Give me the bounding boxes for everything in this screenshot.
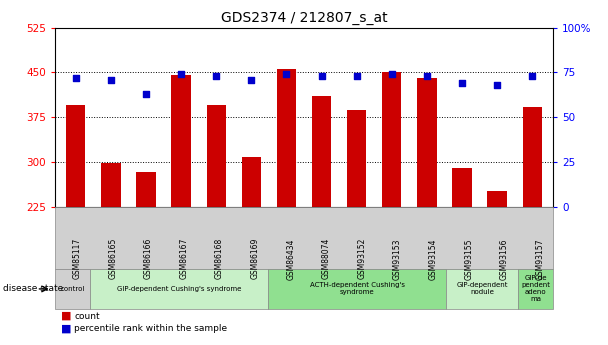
Point (422, 73, 432, 79)
Point (352, 73, 362, 79)
Text: ■: ■ (61, 311, 71, 321)
Text: GSM93154: GSM93154 (429, 238, 438, 279)
Point (212, 73, 221, 79)
Text: GIP-dependent Cushing's syndrome: GIP-dependent Cushing's syndrome (117, 286, 241, 292)
Point (317, 73, 326, 79)
Bar (312, 96, 331, 207)
Text: percentile rank within the sample: percentile rank within the sample (74, 324, 227, 333)
Text: control: control (60, 286, 85, 292)
Text: GSM86167: GSM86167 (179, 238, 188, 279)
Text: GSM93156: GSM93156 (500, 238, 509, 279)
Point (527, 73, 537, 79)
Text: GSM86434: GSM86434 (286, 238, 295, 279)
Text: disease state: disease state (3, 284, 63, 294)
Text: ■: ■ (61, 323, 71, 333)
Bar (171, 76, 191, 207)
Bar (488, 191, 506, 207)
Bar (66, 105, 86, 207)
Text: GSM93157: GSM93157 (536, 238, 545, 279)
Point (492, 82, 502, 88)
Text: GIP-de
pendent
adeno
ma: GIP-de pendent adeno ma (521, 275, 550, 303)
Text: GSM86169: GSM86169 (250, 238, 260, 279)
Bar (102, 163, 120, 207)
Point (71, 75, 81, 81)
Point (387, 71, 396, 77)
Text: count: count (74, 312, 100, 321)
Bar (241, 157, 261, 207)
Title: GDS2374 / 212807_s_at: GDS2374 / 212807_s_at (221, 11, 387, 25)
Text: GSM93153: GSM93153 (393, 238, 402, 279)
Bar (382, 72, 401, 207)
Bar (136, 172, 156, 207)
Text: GIP-dependent
nodule: GIP-dependent nodule (457, 283, 508, 295)
Text: GSM88074: GSM88074 (322, 238, 331, 279)
Text: GSM93152: GSM93152 (358, 238, 367, 279)
Text: GSM86166: GSM86166 (143, 238, 153, 279)
Bar (452, 168, 472, 207)
Text: GSM93155: GSM93155 (465, 238, 473, 279)
Point (176, 71, 186, 77)
Point (246, 77, 256, 82)
Bar (207, 105, 226, 207)
Bar (522, 107, 542, 207)
Text: ACTH-dependent Cushing's
syndrome: ACTH-dependent Cushing's syndrome (310, 283, 405, 295)
Point (457, 80, 467, 86)
Bar (277, 69, 296, 207)
Text: GSM85117: GSM85117 (72, 238, 81, 279)
Text: GSM86168: GSM86168 (215, 238, 224, 279)
Text: GSM86165: GSM86165 (108, 238, 117, 279)
Point (282, 71, 291, 77)
Point (106, 77, 116, 82)
Bar (417, 78, 437, 207)
Point (141, 91, 151, 97)
Bar (347, 109, 366, 207)
